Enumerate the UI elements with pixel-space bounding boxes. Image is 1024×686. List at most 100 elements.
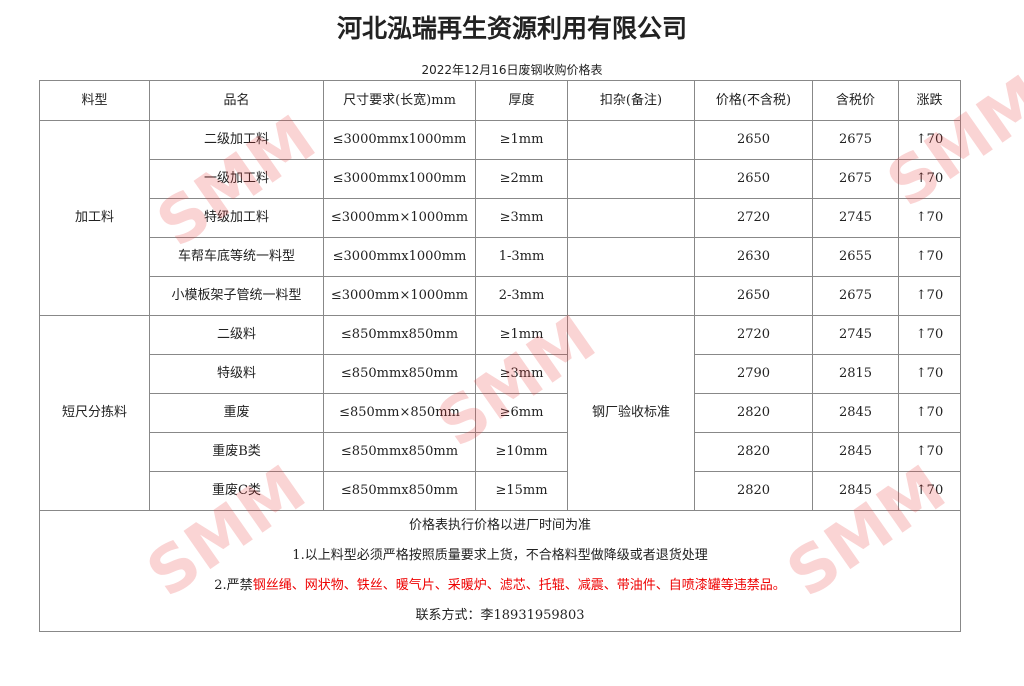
column-header: 价格(不含税)	[694, 80, 813, 121]
name-cell: 二级加工料	[149, 120, 324, 160]
arrow-up-icon: ↑	[915, 171, 927, 186]
column-header: 厚度	[475, 80, 568, 121]
company-title: 河北泓瑞再生资源利用有限公司	[336, 14, 687, 43]
change-cell: ↑70	[898, 432, 961, 472]
change-cell: ↑70	[898, 159, 961, 199]
name-cell: 二级料	[149, 315, 324, 355]
size-cell: ≤3000mm×1000mm	[323, 276, 476, 316]
column-header: 品名	[149, 80, 324, 121]
arrow-up-icon: ↑	[915, 405, 927, 420]
arrow-up-icon: ↑	[915, 366, 927, 381]
name-cell: 重废	[149, 393, 324, 433]
tax-price-cell: 2745	[812, 198, 899, 238]
change-cell: ↑70	[898, 120, 961, 160]
size-cell: ≤850mmx850mm	[323, 315, 476, 355]
name-cell: 特级料	[149, 354, 324, 394]
change-cell: ↑70	[898, 315, 961, 355]
price-cell: 2650	[694, 120, 813, 160]
tax-price-cell: 2745	[812, 315, 899, 355]
thickness-cell: 2-3mm	[475, 276, 568, 316]
table-row: 小模板架子管统一料型 ≤3000mm×1000mm 2-3mm 2650 2675 ↑70	[40, 276, 961, 316]
column-header: 料型	[39, 80, 150, 121]
change-cell: ↑70	[898, 393, 961, 433]
size-cell: ≤850mm×850mm	[323, 393, 476, 433]
change-cell: ↑70	[898, 198, 961, 238]
arrow-up-icon: ↑	[915, 210, 927, 225]
column-header: 尺寸要求(长宽)mm	[323, 80, 476, 121]
size-cell: ≤850mmx850mm	[323, 432, 476, 472]
tax-price-cell: 2675	[812, 120, 899, 160]
name-cell: 小模板架子管统一料型	[149, 276, 324, 316]
price-table: 料型 品名 尺寸要求(长宽)mm 厚度 扣杂(备注) 价格(不含税) 含税价 涨跌 加工料 二级…	[39, 80, 961, 632]
size-cell: ≤3000mmx1000mm	[323, 120, 476, 160]
table-row: 一级加工料 ≤3000mmx1000mm ≥2mm 2650 2675 ↑70	[40, 159, 961, 199]
thickness-cell: ≥2mm	[475, 159, 568, 199]
tax-price-cell: 2675	[812, 276, 899, 316]
name-cell: 重废B类	[149, 432, 324, 472]
tax-price-cell: 2655	[812, 237, 899, 277]
tax-price-cell: 2845	[812, 432, 899, 472]
table-row: 重废B类 ≤850mmx850mm ≥10mm 2820 2845 ↑70	[40, 432, 961, 472]
footer-line2: 1.以上料型必须严格按照质量要求上货，不合格料型做降级或者退货处理	[292, 548, 708, 563]
column-header: 扣杂(备注)	[567, 80, 695, 121]
table-row: 特级料 ≤850mmx850mm ≥3mm 2790 2815 ↑70	[40, 354, 961, 394]
size-cell: ≤3000mmx1000mm	[323, 237, 476, 277]
table-row: 加工料 二级加工料 ≤3000mmx1000mm ≥1mm 2650 2675 ↑70	[39, 120, 961, 316]
price-cell: 2720	[694, 198, 813, 238]
thickness-cell: ≥1mm	[475, 120, 568, 160]
material-type-cell: 加工料	[39, 120, 150, 316]
name-cell: 特级加工料	[149, 198, 324, 238]
footer-line1: 价格表执行价格以进厂时间为准	[408, 518, 591, 533]
note-cell	[567, 159, 695, 199]
change-cell: ↑70	[898, 354, 961, 394]
price-cell: 2650	[694, 276, 813, 316]
arrow-up-icon: ↑	[915, 132, 927, 147]
size-cell: ≤850mmx850mm	[323, 471, 476, 511]
note-cell	[567, 198, 695, 238]
column-header: 含税价	[812, 80, 899, 121]
thickness-cell: ≥3mm	[475, 198, 568, 238]
size-cell: ≤850mmx850mm	[323, 354, 476, 394]
thickness-cell: ≥3mm	[475, 354, 568, 394]
size-cell: ≤3000mmx1000mm	[323, 159, 476, 199]
tax-price-cell: 2845	[812, 393, 899, 433]
table-row: 特级加工料 ≤3000mm×1000mm ≥3mm 2720 2745 ↑70	[40, 198, 961, 238]
table-row: 车帮车底等统一料型 ≤3000mmx1000mm 1-3mm 2630 2655 ↑70	[40, 237, 961, 277]
tax-price-cell: 2675	[812, 159, 899, 199]
name-cell: 一级加工料	[149, 159, 324, 199]
price-cell: 2820	[694, 432, 813, 472]
table-row: 重废C类 ≤850mmx850mm ≥15mm 2820 2845 ↑70	[40, 471, 961, 511]
material-type-cell: 短尺分拣料	[39, 315, 150, 511]
tax-price-cell: 2815	[812, 354, 899, 394]
thickness-cell: ≥6mm	[475, 393, 568, 433]
name-cell: 重废C类	[149, 471, 324, 511]
thickness-cell: ≥10mm	[475, 432, 568, 472]
change-cell: ↑70	[898, 471, 961, 511]
footer-contact: 联系方式：李18931959803	[415, 608, 585, 623]
change-cell: ↑70	[898, 237, 961, 277]
arrow-up-icon: ↑	[915, 327, 927, 342]
tax-price-cell: 2845	[812, 471, 899, 511]
note-cell: 钢厂验收标准	[567, 315, 695, 511]
column-header: 涨跌	[898, 80, 961, 121]
arrow-up-icon: ↑	[915, 444, 927, 459]
table-row: 短尺分拣料 二级料 ≤850mmx850mm ≥1mm 钢厂验收标准 2720 2745 ↑7…	[39, 315, 961, 511]
price-cell: 2720	[694, 315, 813, 355]
table-row: 重废 ≤850mm×850mm ≥6mm 2820 2845 ↑70	[40, 393, 961, 433]
note-cell	[567, 120, 695, 160]
arrow-up-icon: ↑	[915, 483, 927, 498]
price-cell: 2820	[694, 471, 813, 511]
thickness-cell: ≥15mm	[475, 471, 568, 511]
footer-notes: 价格表执行价格以进厂时间为准 1.以上料型必须严格按照质量要求上货，不合格料型做…	[39, 510, 961, 632]
price-cell: 2790	[694, 354, 813, 394]
note-cell	[567, 276, 695, 316]
table-subtitle: 2022年12月16日废钢收购价格表	[421, 63, 603, 77]
size-cell: ≤3000mm×1000mm	[323, 198, 476, 238]
thickness-cell: 1-3mm	[475, 237, 568, 277]
price-cell: 2630	[694, 237, 813, 277]
change-cell: ↑70	[898, 276, 961, 316]
arrow-up-icon: ↑	[915, 249, 927, 264]
price-cell: 2820	[694, 393, 813, 433]
price-cell: 2650	[694, 159, 813, 199]
